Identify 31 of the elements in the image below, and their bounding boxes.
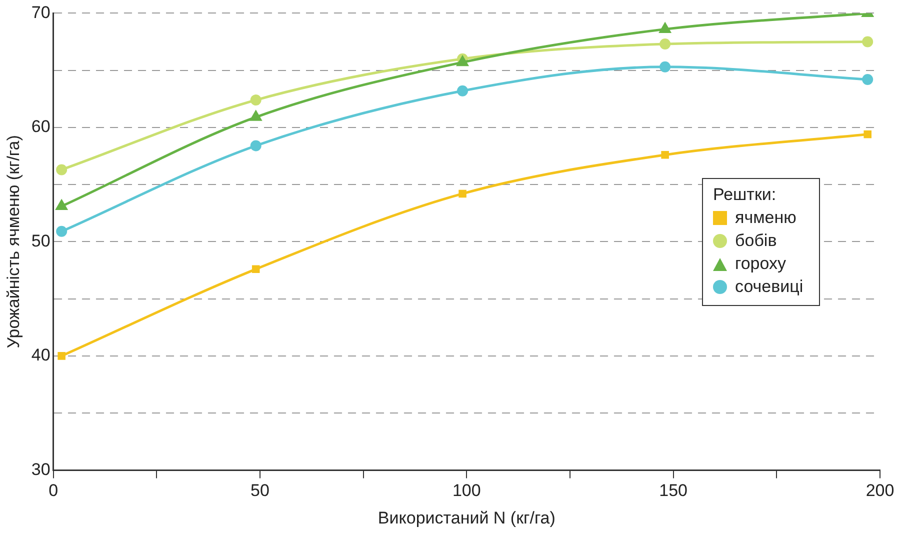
x-tick-label: 200	[866, 481, 894, 500]
x-axis-title: Використаний N (кг/га)	[378, 508, 556, 528]
x-tick-label: 0	[48, 481, 58, 500]
legend-label: ячменю	[735, 208, 796, 228]
point	[661, 150, 669, 159]
point	[250, 94, 262, 106]
y-tick-label: 70	[31, 2, 50, 22]
y-tick-label: 60	[31, 117, 50, 136]
x-tick-label: 150	[659, 481, 688, 500]
point	[864, 130, 872, 138]
legend-label: бобів	[735, 231, 777, 252]
x-tick-label: 50	[250, 481, 270, 500]
y-axis-title: Урожайність ячменю (кг/га)	[4, 135, 23, 348]
x-tick-label: 100	[452, 481, 481, 500]
point	[660, 61, 671, 72]
legend-label: гороху	[735, 254, 786, 274]
legend-title: Рештки:	[713, 184, 778, 205]
point	[56, 164, 68, 176]
legend-label: сочевиці	[735, 277, 804, 298]
point	[250, 140, 262, 152]
point	[252, 265, 260, 274]
point	[862, 74, 874, 85]
point	[56, 226, 68, 237]
point	[457, 85, 468, 96]
y-tick-label: 40	[31, 346, 50, 365]
y-tick-label: 50	[31, 231, 50, 250]
point	[458, 190, 466, 198]
point	[58, 352, 66, 360]
point	[862, 36, 874, 48]
point	[660, 38, 671, 50]
y-tick-label: 30	[31, 460, 50, 479]
